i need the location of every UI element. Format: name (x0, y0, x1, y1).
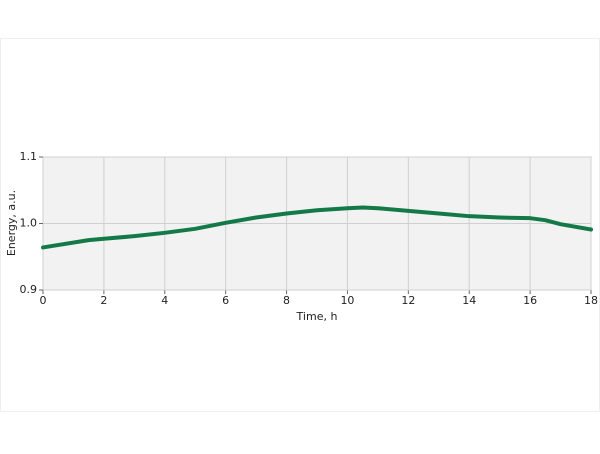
x-tick-label: 6 (222, 294, 229, 307)
x-tick-label: 10 (340, 294, 354, 307)
y-tick-label: 1.1 (20, 150, 38, 163)
x-tick-label: 8 (283, 294, 290, 307)
x-tick-label: 16 (523, 294, 537, 307)
y-tick-label: 0.9 (20, 283, 38, 296)
x-tick-label: 0 (40, 294, 47, 307)
x-tick-label: 4 (161, 294, 168, 307)
data-line (41, 205, 593, 250)
x-tick-label: 12 (401, 294, 415, 307)
x-tick-label: 2 (100, 294, 107, 307)
y-axis-label: Energy, a.u. (5, 190, 18, 256)
y-tick-label: 1.0 (20, 217, 38, 230)
x-axis-label: Time, h (296, 310, 338, 323)
x-tick-label: 18 (584, 294, 598, 307)
x-tick-label: 14 (462, 294, 476, 307)
